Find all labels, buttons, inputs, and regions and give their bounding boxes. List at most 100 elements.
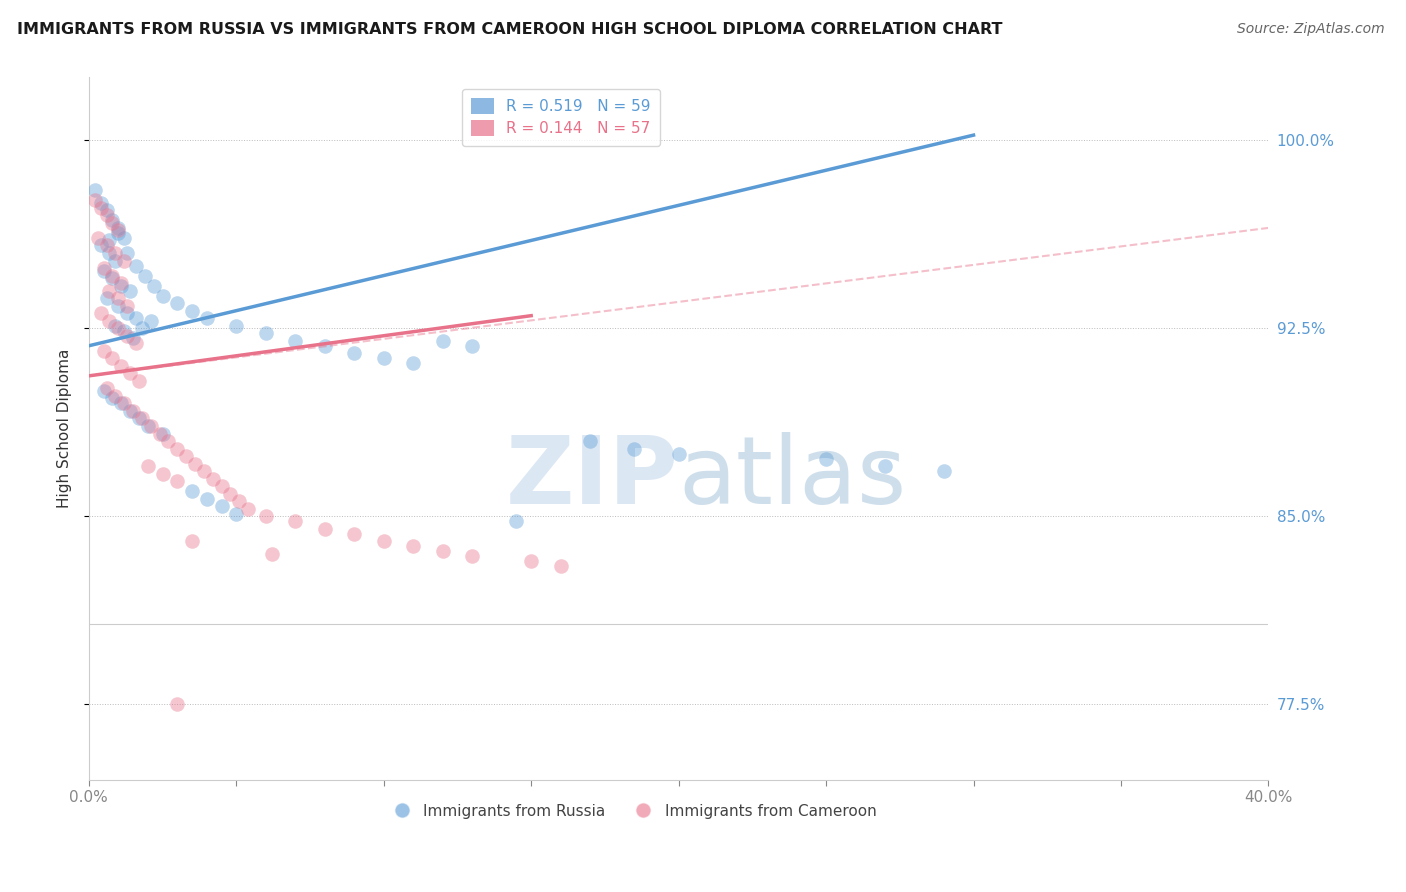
Point [98,314,121,328]
Point [125,336,148,351]
Point [402,540,425,554]
Point [228,494,250,508]
Legend: Immigrants from Russia, Immigrants from Cameroon: Immigrants from Russia, Immigrants from … [380,797,883,824]
Point [115,306,138,320]
Point [112,231,135,245]
Text: ZIP: ZIP [506,432,679,524]
Point [139,419,162,434]
Point [166,442,188,456]
Point [107,321,129,335]
Point [110,359,132,373]
Point [110,396,132,410]
Point [101,351,124,366]
Point [201,472,224,486]
Point [314,339,336,353]
Point [195,311,218,326]
Point [128,374,150,388]
Point [668,447,690,461]
Point [96,238,118,252]
Point [115,299,138,313]
Point [107,291,129,305]
Point [104,246,127,260]
Point [815,451,838,466]
Point [125,259,148,273]
Point [432,334,454,348]
Point [86,231,108,245]
Point [174,449,197,463]
Point [152,426,174,441]
Y-axis label: High School Diploma: High School Diploma [58,349,72,508]
Point [115,246,138,260]
Point [125,311,148,326]
Point [550,559,572,574]
Point [112,324,135,338]
Point [134,268,156,283]
Point [343,526,366,541]
Point [136,459,159,474]
Point [93,263,115,277]
Point [101,392,124,406]
Point [932,464,955,478]
Point [90,195,112,210]
Point [373,534,395,549]
Point [157,434,180,448]
Point [107,299,129,313]
Point [96,291,118,305]
Point [90,306,112,320]
Point [110,278,132,293]
Point [284,514,307,528]
Point [112,253,135,268]
Point [136,419,159,434]
Point [219,487,242,501]
Point [107,220,129,235]
Point [101,268,124,283]
Point [131,321,153,335]
Point [373,351,395,366]
Point [101,213,124,227]
Point [181,303,204,318]
Point [225,507,247,521]
Point [98,284,121,298]
Point [193,464,215,478]
Point [166,296,188,310]
Point [211,500,233,514]
Point [98,246,121,260]
Point [254,326,277,341]
Point [120,404,142,418]
Point [432,544,454,558]
Point [104,253,127,268]
Point [166,474,188,488]
Point [873,459,896,474]
Point [115,328,138,343]
Point [579,434,602,448]
Point [120,284,142,298]
Point [402,356,425,370]
Point [110,276,132,290]
Point [152,288,174,302]
Point [107,223,129,237]
Point [104,318,127,333]
Point [505,514,527,528]
Point [623,442,645,456]
Point [83,194,105,208]
Point [284,334,307,348]
Point [181,484,204,499]
Point [343,346,366,360]
Point [152,467,174,481]
Point [120,367,142,381]
Point [166,698,188,712]
Point [90,201,112,215]
Point [107,226,129,240]
Point [93,260,115,275]
Point [142,278,165,293]
Point [104,389,127,403]
Point [83,183,105,197]
Point [122,331,145,345]
Point [122,404,145,418]
Point [254,509,277,524]
Point [98,234,121,248]
Point [96,208,118,222]
Point [139,314,162,328]
Point [461,339,484,353]
Point [195,491,218,506]
